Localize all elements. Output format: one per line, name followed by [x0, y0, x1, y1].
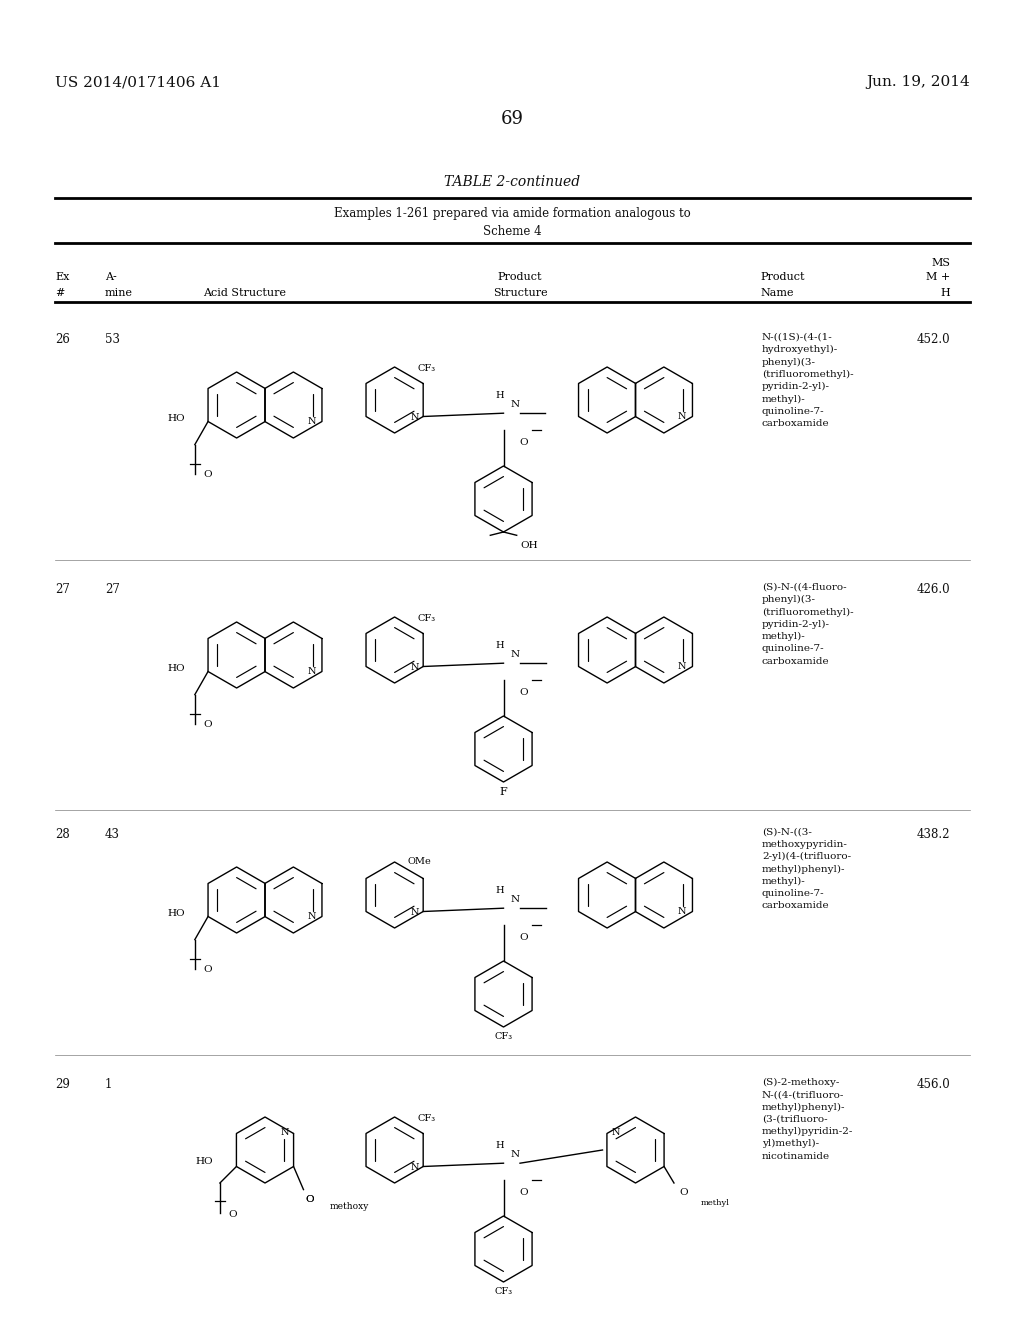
Text: N: N	[411, 1163, 419, 1172]
Text: CF₃: CF₃	[495, 1032, 513, 1041]
Text: 452.0: 452.0	[916, 333, 950, 346]
Text: HO: HO	[167, 413, 185, 422]
Text: (S)-N-((4-fluoro-
phenyl)(3-
(trifluoromethyl)-
pyridin-2-yl)-
methyl)-
quinolin: (S)-N-((4-fluoro- phenyl)(3- (trifluorom…	[762, 583, 854, 665]
Text: N: N	[678, 412, 686, 421]
Text: H: H	[496, 1140, 505, 1150]
Text: N: N	[411, 663, 419, 672]
Text: 26: 26	[55, 333, 70, 346]
Text: 456.0: 456.0	[916, 1078, 950, 1092]
Text: Structure: Structure	[493, 288, 547, 298]
Text: O: O	[203, 470, 212, 479]
Text: O: O	[519, 689, 527, 697]
Text: MS: MS	[931, 257, 950, 268]
Text: O: O	[306, 1195, 314, 1204]
Text: N: N	[678, 663, 686, 671]
Text: #: #	[55, 288, 65, 298]
Text: mine: mine	[105, 288, 133, 298]
Text: OH: OH	[520, 541, 538, 549]
Text: N: N	[511, 651, 519, 660]
Text: O: O	[203, 965, 212, 974]
Text: N: N	[611, 1129, 620, 1138]
Text: N: N	[678, 907, 686, 916]
Text: Jun. 19, 2014: Jun. 19, 2014	[866, 75, 970, 88]
Text: N: N	[411, 908, 419, 916]
Text: Product: Product	[498, 272, 543, 282]
Text: CF₃: CF₃	[495, 1287, 513, 1296]
Text: N: N	[511, 400, 519, 409]
Text: 1: 1	[105, 1078, 113, 1092]
Text: 29: 29	[55, 1078, 70, 1092]
Text: methyl: methyl	[700, 1199, 729, 1206]
Text: 438.2: 438.2	[916, 828, 950, 841]
Text: (S)-2-methoxy-
N-((4-(trifluoro-
methyl)phenyl)-
(3-(trifluoro-
methyl)pyridin-2: (S)-2-methoxy- N-((4-(trifluoro- methyl)…	[762, 1078, 853, 1160]
Text: CF₃: CF₃	[418, 364, 436, 374]
Text: H: H	[496, 640, 505, 649]
Text: 43: 43	[105, 828, 120, 841]
Text: HO: HO	[167, 908, 185, 917]
Text: H: H	[496, 886, 505, 895]
Text: 69: 69	[501, 110, 523, 128]
Text: Examples 1-261 prepared via amide formation analogous to: Examples 1-261 prepared via amide format…	[334, 207, 690, 220]
Text: Ex: Ex	[55, 272, 70, 282]
Text: O: O	[203, 719, 212, 729]
Text: N: N	[511, 1151, 519, 1159]
Text: H: H	[940, 288, 950, 298]
Text: O: O	[519, 1188, 527, 1197]
Text: 27: 27	[105, 583, 120, 597]
Text: N: N	[307, 667, 315, 676]
Text: HO: HO	[196, 1158, 213, 1166]
Text: 27: 27	[55, 583, 70, 597]
Text: Scheme 4: Scheme 4	[482, 224, 542, 238]
Text: 53: 53	[105, 333, 120, 346]
Text: Name: Name	[760, 288, 794, 298]
Text: O: O	[306, 1195, 314, 1204]
Text: US 2014/0171406 A1: US 2014/0171406 A1	[55, 75, 221, 88]
Text: M +: M +	[926, 272, 950, 282]
Text: HO: HO	[167, 664, 185, 673]
Text: N-((1S)-(4-(1-
hydroxyethyl)-
phenyl)(3-
(trifluoromethyl)-
pyridin-2-yl)-
methy: N-((1S)-(4-(1- hydroxyethyl)- phenyl)(3-…	[762, 333, 854, 428]
Text: CF₃: CF₃	[418, 614, 436, 623]
Text: N: N	[511, 895, 519, 904]
Text: methoxy: methoxy	[330, 1201, 370, 1210]
Text: (S)-N-((3-
methoxypyridin-
2-yl)(4-(trifluoro-
methyl)phenyl)-
methyl)-
quinolin: (S)-N-((3- methoxypyridin- 2-yl)(4-(trif…	[762, 828, 851, 911]
Text: Product: Product	[760, 272, 805, 282]
Text: A-: A-	[105, 272, 117, 282]
Text: N: N	[411, 413, 419, 421]
Text: TABLE 2-continued: TABLE 2-continued	[444, 176, 580, 189]
Text: O: O	[680, 1188, 688, 1197]
Text: N: N	[281, 1129, 289, 1138]
Text: Acid Structure: Acid Structure	[204, 288, 287, 298]
Text: F: F	[500, 787, 507, 797]
Text: O: O	[519, 438, 527, 447]
Text: 28: 28	[55, 828, 70, 841]
Text: H: H	[496, 391, 505, 400]
Text: N: N	[307, 912, 315, 921]
Text: 426.0: 426.0	[916, 583, 950, 597]
Text: CF₃: CF₃	[418, 1114, 436, 1123]
Text: O: O	[519, 933, 527, 942]
Text: O: O	[228, 1210, 237, 1218]
Text: N: N	[307, 417, 315, 426]
Text: OMe: OMe	[408, 858, 431, 866]
